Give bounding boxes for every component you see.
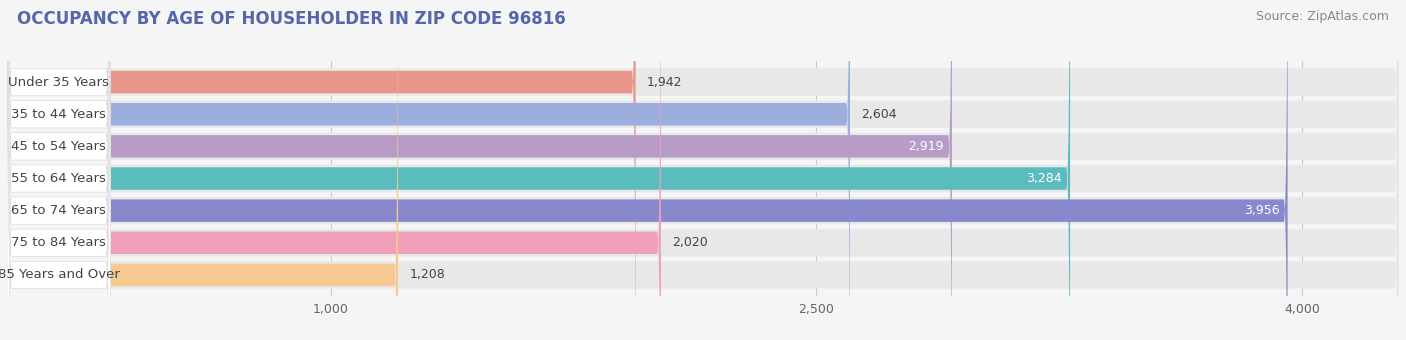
FancyBboxPatch shape (7, 0, 851, 340)
Text: 85 Years and Over: 85 Years and Over (0, 268, 120, 282)
Text: 65 to 74 Years: 65 to 74 Years (11, 204, 107, 217)
Text: 2,604: 2,604 (862, 108, 897, 121)
FancyBboxPatch shape (7, 0, 111, 340)
FancyBboxPatch shape (7, 0, 1399, 340)
FancyBboxPatch shape (7, 0, 1399, 340)
FancyBboxPatch shape (7, 0, 1399, 340)
FancyBboxPatch shape (7, 0, 1399, 340)
Text: 3,956: 3,956 (1244, 204, 1279, 217)
Text: OCCUPANCY BY AGE OF HOUSEHOLDER IN ZIP CODE 96816: OCCUPANCY BY AGE OF HOUSEHOLDER IN ZIP C… (17, 10, 565, 28)
FancyBboxPatch shape (7, 0, 661, 340)
FancyBboxPatch shape (7, 0, 111, 340)
Text: 75 to 84 Years: 75 to 84 Years (11, 236, 107, 249)
Text: Under 35 Years: Under 35 Years (8, 75, 110, 89)
FancyBboxPatch shape (7, 0, 111, 340)
FancyBboxPatch shape (7, 0, 1399, 340)
FancyBboxPatch shape (7, 0, 1399, 340)
FancyBboxPatch shape (7, 0, 1399, 340)
Text: 2,020: 2,020 (672, 236, 709, 249)
Text: 55 to 64 Years: 55 to 64 Years (11, 172, 107, 185)
FancyBboxPatch shape (7, 0, 398, 340)
FancyBboxPatch shape (7, 0, 952, 340)
FancyBboxPatch shape (7, 0, 111, 340)
Text: 3,284: 3,284 (1026, 172, 1062, 185)
FancyBboxPatch shape (7, 0, 111, 340)
FancyBboxPatch shape (7, 0, 1288, 340)
Text: 1,942: 1,942 (647, 75, 682, 89)
FancyBboxPatch shape (7, 0, 111, 340)
Text: Source: ZipAtlas.com: Source: ZipAtlas.com (1256, 10, 1389, 23)
Text: 45 to 54 Years: 45 to 54 Years (11, 140, 107, 153)
FancyBboxPatch shape (7, 0, 636, 340)
FancyBboxPatch shape (7, 0, 111, 340)
Text: 1,208: 1,208 (409, 268, 446, 282)
FancyBboxPatch shape (7, 0, 1070, 340)
Text: 35 to 44 Years: 35 to 44 Years (11, 108, 107, 121)
Text: 2,919: 2,919 (908, 140, 943, 153)
